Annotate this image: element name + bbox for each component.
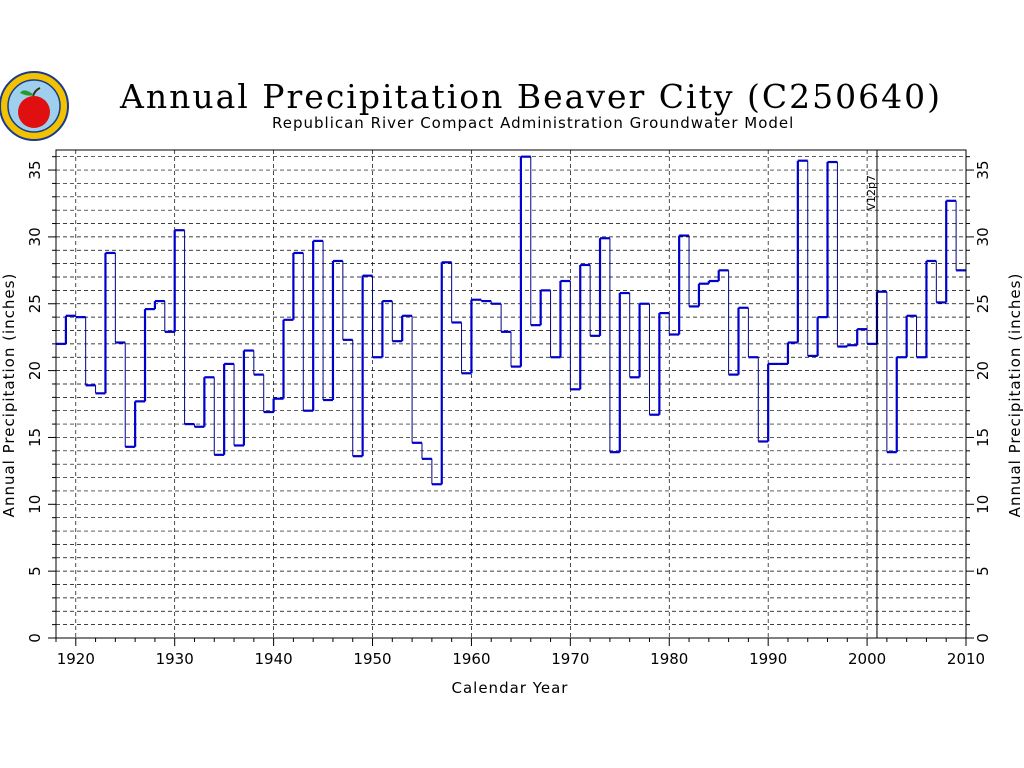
y-tick-label-left: 35 bbox=[26, 161, 44, 180]
y-tick-label-left: 0 bbox=[26, 633, 44, 643]
series bbox=[56, 155, 966, 486]
x-tick-label: 1980 bbox=[650, 650, 688, 668]
x-tick-label: 1960 bbox=[452, 650, 490, 668]
chart-subtitle: Republican River Compact Administration … bbox=[272, 114, 794, 132]
x-tick-label: 1930 bbox=[156, 650, 194, 668]
x-tick-label: 1940 bbox=[255, 650, 293, 668]
y-tick-label-right: 15 bbox=[974, 428, 992, 447]
y-tick-label-right: 20 bbox=[974, 361, 992, 380]
x-tick-label: 2010 bbox=[947, 650, 985, 668]
y-tick-label-right: 35 bbox=[974, 161, 992, 180]
chart-title: Annual Precipitation Beaver City (C25064… bbox=[119, 77, 942, 116]
x-axis-label: Calendar Year bbox=[452, 679, 569, 697]
y-tick-label-left: 15 bbox=[26, 428, 44, 447]
y-tick-label-right: 0 bbox=[974, 633, 992, 643]
y-tick-label-right: 10 bbox=[974, 495, 992, 514]
annotation-label: V12p7 bbox=[865, 175, 878, 211]
y-tick-label-left: 25 bbox=[26, 294, 44, 313]
y-tick-label-right: 25 bbox=[974, 294, 992, 313]
x-tick-label: 2000 bbox=[848, 650, 886, 668]
y-axis-label-right: Annual Precipitation (inches) bbox=[1006, 273, 1024, 518]
y-tick-label-left: 5 bbox=[26, 566, 44, 576]
y-tick-label-left: 30 bbox=[26, 227, 44, 246]
y-axis-label-left: Annual Precipitation (inches) bbox=[0, 273, 18, 518]
logo bbox=[0, 71, 69, 141]
y-tick-label-right: 5 bbox=[974, 566, 992, 576]
y-tick-label-left: 20 bbox=[26, 361, 44, 380]
x-tick-label: 1950 bbox=[353, 650, 391, 668]
x-tick-label: 1970 bbox=[551, 650, 589, 668]
axes: 1920 1930 1940 1950 1960 1970 1980 1990 2000 2010… bbox=[26, 149, 992, 668]
grid bbox=[56, 150, 966, 638]
y-tick-label-right: 30 bbox=[974, 227, 992, 246]
y-tick-label-left: 10 bbox=[26, 495, 44, 514]
x-tick-label: 1990 bbox=[749, 650, 787, 668]
x-tick-label: 1920 bbox=[57, 650, 95, 668]
